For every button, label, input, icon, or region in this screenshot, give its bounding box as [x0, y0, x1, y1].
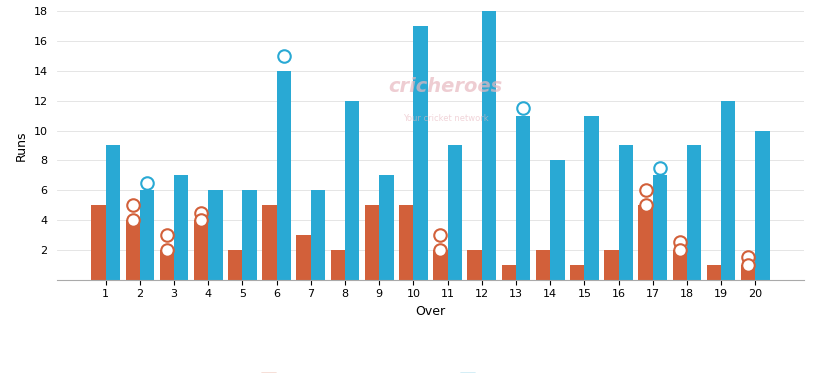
Bar — [754, 131, 769, 280]
Bar — [706, 265, 720, 280]
Bar — [550, 160, 563, 280]
Bar — [413, 26, 428, 280]
Bar — [569, 265, 584, 280]
Bar — [310, 190, 325, 280]
Bar — [672, 250, 686, 280]
Legend: Maharashtra Women Cabi, Karnataka Women: Maharashtra Women Cabi, Karnataka Women — [255, 367, 605, 373]
Bar — [242, 190, 256, 280]
Bar — [208, 190, 222, 280]
Bar — [399, 205, 413, 280]
Bar — [364, 205, 378, 280]
Bar — [140, 190, 154, 280]
Bar — [686, 145, 700, 280]
Bar — [262, 205, 276, 280]
Bar — [720, 101, 735, 280]
Bar — [515, 116, 530, 280]
Bar — [106, 145, 120, 280]
Bar — [482, 11, 495, 280]
Bar — [535, 250, 550, 280]
Bar — [193, 220, 208, 280]
Bar — [652, 175, 667, 280]
Text: cricheroes: cricheroes — [388, 77, 502, 96]
Bar — [584, 116, 598, 280]
Y-axis label: Runs: Runs — [15, 130, 28, 161]
Bar — [604, 250, 618, 280]
Bar — [378, 175, 393, 280]
Bar — [432, 250, 447, 280]
Bar — [501, 265, 515, 280]
Bar — [740, 265, 754, 280]
Bar — [618, 145, 632, 280]
Bar — [91, 205, 106, 280]
Bar — [125, 220, 140, 280]
X-axis label: Over: Over — [415, 305, 445, 318]
Bar — [638, 205, 652, 280]
Bar — [345, 101, 359, 280]
Bar — [160, 250, 174, 280]
Bar — [296, 235, 310, 280]
Bar — [447, 145, 461, 280]
Bar — [330, 250, 345, 280]
Bar — [174, 175, 188, 280]
Text: Your cricket network: Your cricket network — [402, 114, 487, 123]
Bar — [467, 250, 482, 280]
Bar — [276, 71, 291, 280]
Bar — [228, 250, 242, 280]
